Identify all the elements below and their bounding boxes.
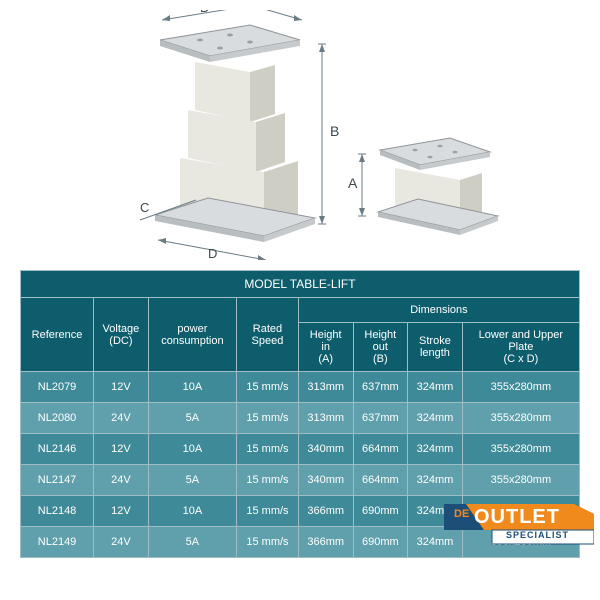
col-height-in: Heightin(A) [298,323,353,372]
cell-speed: 15 mm/s [237,496,299,527]
cell-reference: NL2148 [21,496,94,527]
table-row: NL207912V10A15 mm/s313mm637mm324mm355x28… [21,372,580,403]
cell-power: 10A [148,372,236,403]
col-stroke: Strokelength [408,323,463,372]
col-speed: RatedSpeed [237,298,299,372]
outlet-logo: DE OUTLET SPECIALIST [444,500,594,548]
cell-reference: NL2149 [21,527,94,558]
logo-text-outlet: OUTLET [474,506,560,529]
cell-height_in: 366mm [298,527,353,558]
cell-plate: 355x280mm [462,465,579,496]
cell-height_out: 690mm [353,527,408,558]
col-voltage: Voltage(DC) [94,298,149,372]
cell-plate: 355x280mm [462,403,579,434]
cell-height_in: 313mm [298,403,353,434]
table-title: MODEL TABLE-LIFT [21,271,580,298]
dim-label-C-bottom: C [140,200,149,215]
cell-reference: NL2146 [21,434,94,465]
logo-text-specialist: SPECIALIST [506,530,569,540]
cell-stroke: 324mm [408,434,463,465]
cell-voltage: 24V [94,465,149,496]
cell-height_in: 340mm [298,434,353,465]
cell-voltage: 12V [94,434,149,465]
cell-speed: 15 mm/s [237,527,299,558]
col-dimensions: Dimensions [298,298,579,323]
dim-label-B: B [330,123,339,139]
cell-reference: NL2147 [21,465,94,496]
cell-height_in: 340mm [298,465,353,496]
cell-power: 10A [148,434,236,465]
cell-stroke: 324mm [408,403,463,434]
diagram-area: B D C C D [0,0,600,270]
lift-extended [155,25,315,242]
cell-reference: NL2079 [21,372,94,403]
lift-compressed [378,138,498,235]
cell-power: 5A [148,527,236,558]
cell-height_out: 637mm [353,372,408,403]
cell-voltage: 24V [94,527,149,558]
table-lift-diagram: B D C C D [100,10,500,260]
cell-speed: 15 mm/s [237,465,299,496]
col-power: powerconsumption [148,298,236,372]
cell-speed: 15 mm/s [237,403,299,434]
cell-height_out: 664mm [353,434,408,465]
cell-voltage: 12V [94,372,149,403]
cell-height_out: 637mm [353,403,408,434]
col-reference: Reference [21,298,94,372]
table-row: NL208024V5A15 mm/s313mm637mm324mm355x280… [21,403,580,434]
table-row: NL214612V10A15 mm/s340mm664mm324mm355x28… [21,434,580,465]
cell-voltage: 12V [94,496,149,527]
table-row: NL214724V5A15 mm/s340mm664mm324mm355x280… [21,465,580,496]
cell-reference: NL2080 [21,403,94,434]
cell-height_out: 664mm [353,465,408,496]
col-height-out: Heightout(B) [353,323,408,372]
cell-stroke: 324mm [408,372,463,403]
cell-power: 5A [148,403,236,434]
cell-height_in: 366mm [298,496,353,527]
dim-label-A: A [348,175,358,191]
cell-speed: 15 mm/s [237,372,299,403]
dim-label-D-top: D [200,10,209,15]
cell-voltage: 24V [94,403,149,434]
cell-plate: 355x280mm [462,434,579,465]
cell-power: 10A [148,496,236,527]
logo-text-de: DE [454,508,469,520]
cell-height_in: 313mm [298,372,353,403]
cell-plate: 355x280mm [462,372,579,403]
cell-height_out: 690mm [353,496,408,527]
cell-stroke: 324mm [408,465,463,496]
cell-speed: 15 mm/s [237,434,299,465]
col-plate: Lower and UpperPlate(C x D) [462,323,579,372]
cell-power: 5A [148,465,236,496]
dim-label-D-bottom: D [208,246,217,260]
